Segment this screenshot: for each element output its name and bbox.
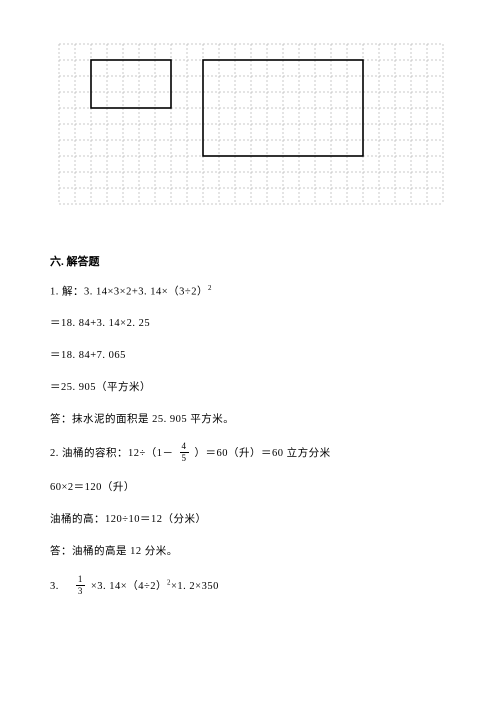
fraction-4-5: 45 [180,442,189,463]
q1-l1-sup: 2 [208,284,212,292]
q3-l1c: ×1. 2×350 [171,580,219,591]
q3-l1b: ×3. 14×（4÷2） [91,580,167,591]
q2-line1: 2. 油桶的容积：12÷（1－ 45 ）＝60（升）＝60 立方分米 [50,443,450,464]
q2-line3: 油桶的高：120÷10＝12（分米） [50,512,450,528]
frac-den: 3 [76,586,85,596]
grid-diagram [55,40,450,213]
frac-den: 5 [180,453,189,463]
q2-l1b: ）＝60（升）＝60 立方分米 [195,448,331,459]
q2-l1a: 2. 油桶的容积：12÷（1－ [50,448,174,459]
q1-line1: 1. 解：3. 14×3×2+3. 14×（3÷2）2 [50,283,450,300]
q1-line4: ＝25. 905（平方米） [50,380,450,396]
q1-line2: ＝18. 84+3. 14×2. 25 [50,316,450,332]
q2-line4: 答：油桶的高是 12 分米。 [50,544,450,560]
section-title: 六. 解答题 [50,253,450,269]
q2-line2: 60×2＝120（升） [50,480,450,496]
q1-line5: 答：抹水泥的面积是 25. 905 平方米。 [50,412,450,428]
q3-l1a: 3. [50,580,70,591]
q3-line1: 3. 13×3. 14×（4÷2）2×1. 2×350 [50,576,450,597]
frac-num: 1 [76,575,85,586]
q1-l1a: 1. 解：3. 14×3×2+3. 14×（3÷2） [50,287,208,298]
q1-line3: ＝18. 84+7. 065 [50,348,450,364]
frac-num: 4 [180,442,189,453]
fraction-1-3: 13 [76,575,85,596]
